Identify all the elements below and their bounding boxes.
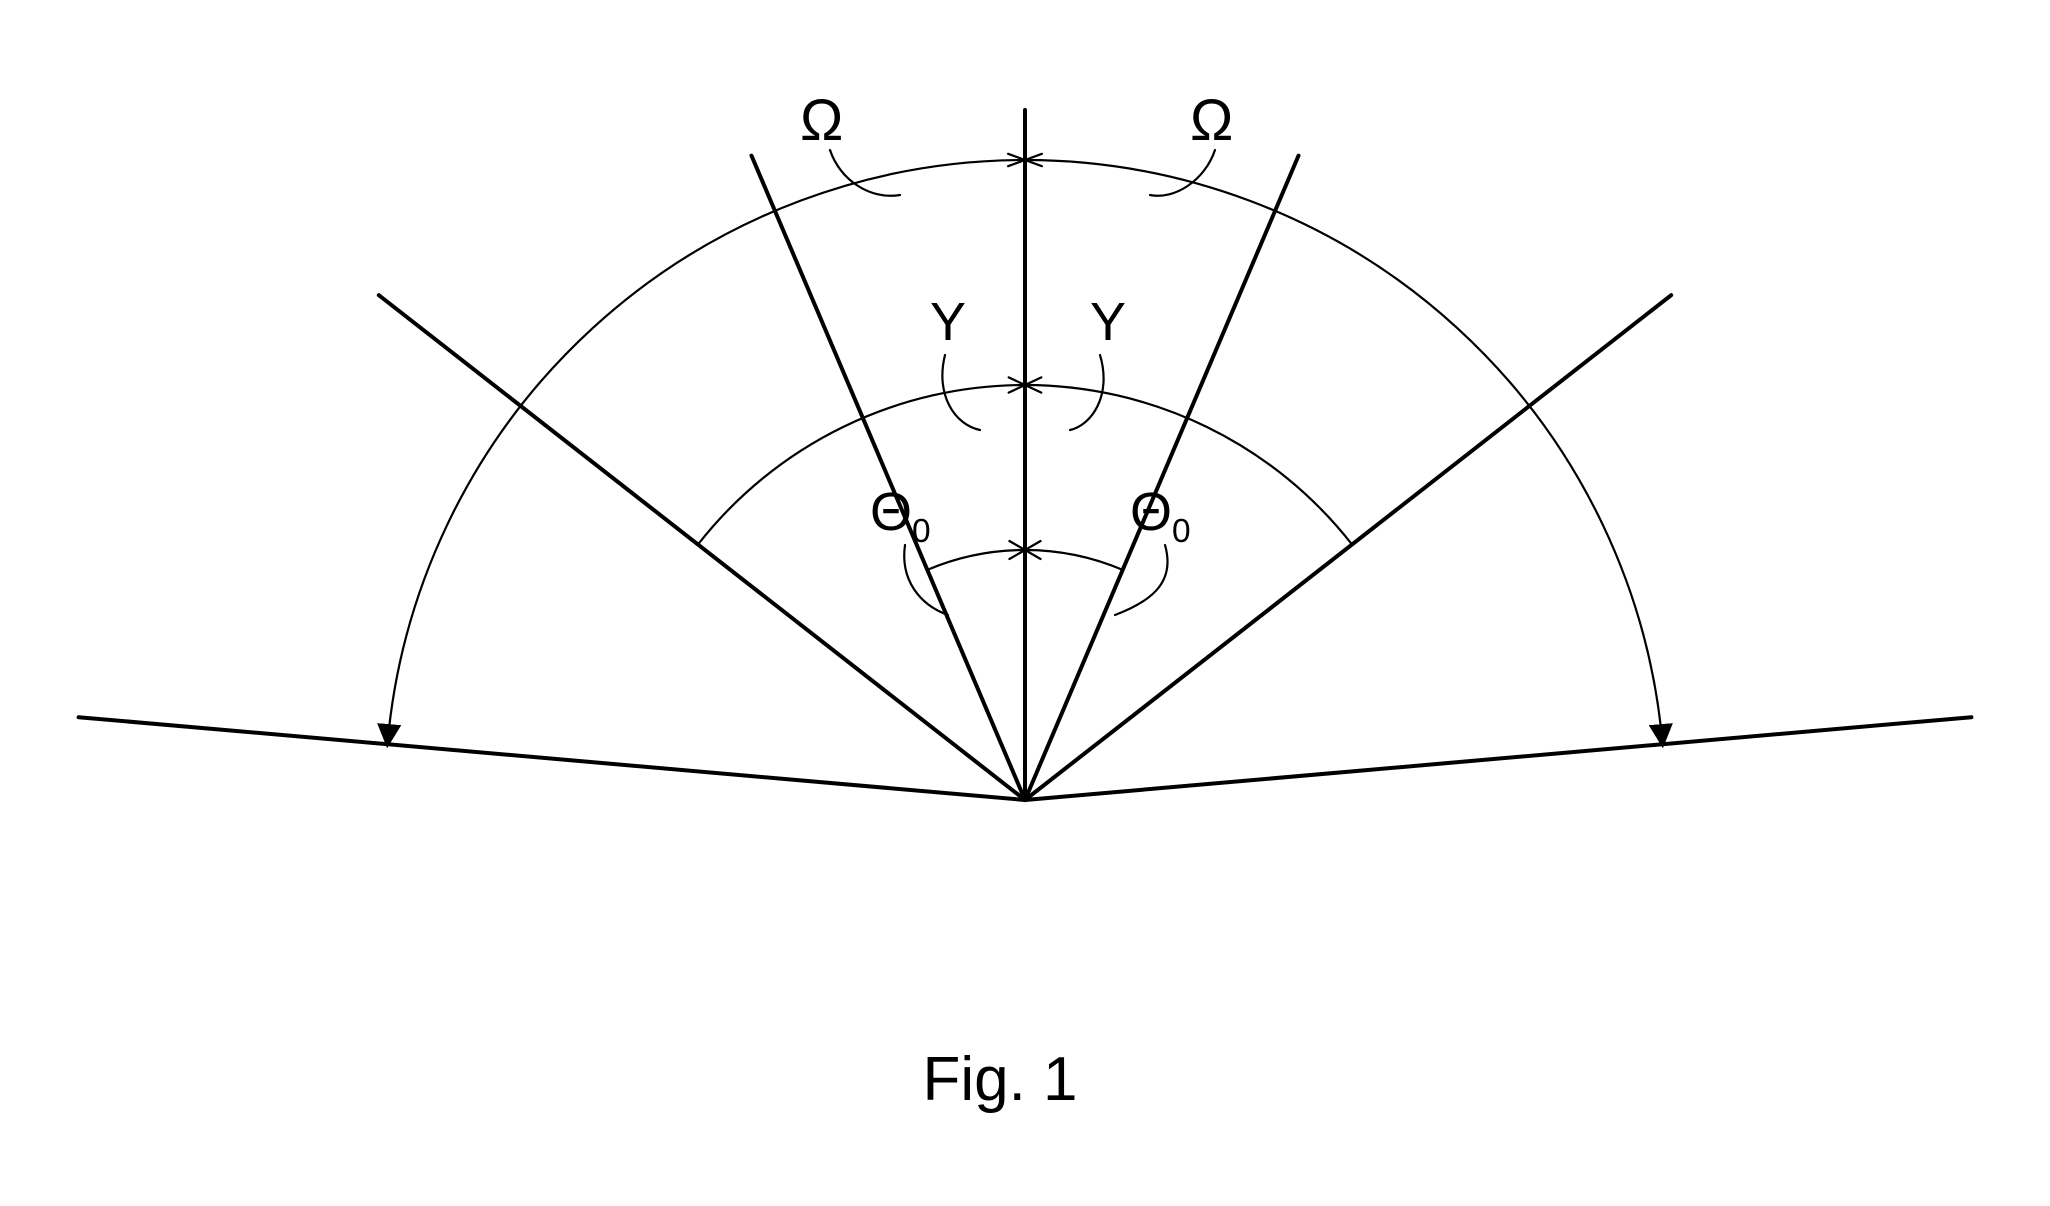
ray-theta0-right (1025, 156, 1299, 800)
figure-caption: Fig. 1 (922, 1045, 1077, 1114)
arc-omega-right (1025, 160, 1663, 744)
arc-omega-left (387, 160, 1025, 744)
label-theta0-right: Θ0 (1130, 482, 1191, 550)
arc-theta0-left (927, 550, 1025, 570)
label-omega-right: Ω (1190, 88, 1233, 153)
theta0-tick-left-up (1009, 541, 1025, 550)
ray-omega-left (79, 717, 1025, 800)
arc-gamma-left (698, 385, 1025, 545)
label-omega-left: Ω (800, 88, 843, 153)
ray-omega-right (1025, 717, 1971, 800)
arc-theta0-right (1025, 550, 1123, 570)
theta0-tick-right-up (1025, 541, 1041, 550)
leader-omega-left (830, 150, 900, 196)
label-theta0-left: Θ0 (870, 482, 931, 550)
ray-gamma-right (1025, 295, 1671, 800)
leader-theta0-right (1115, 545, 1168, 615)
ray-theta0-left (751, 156, 1025, 800)
gamma-tick-right-up (1025, 377, 1041, 385)
label-gamma-left: Y (930, 292, 966, 352)
gamma-tick-left-up (1009, 377, 1025, 385)
leader-omega-right (1150, 150, 1215, 196)
label-gamma-right: Y (1090, 292, 1126, 352)
